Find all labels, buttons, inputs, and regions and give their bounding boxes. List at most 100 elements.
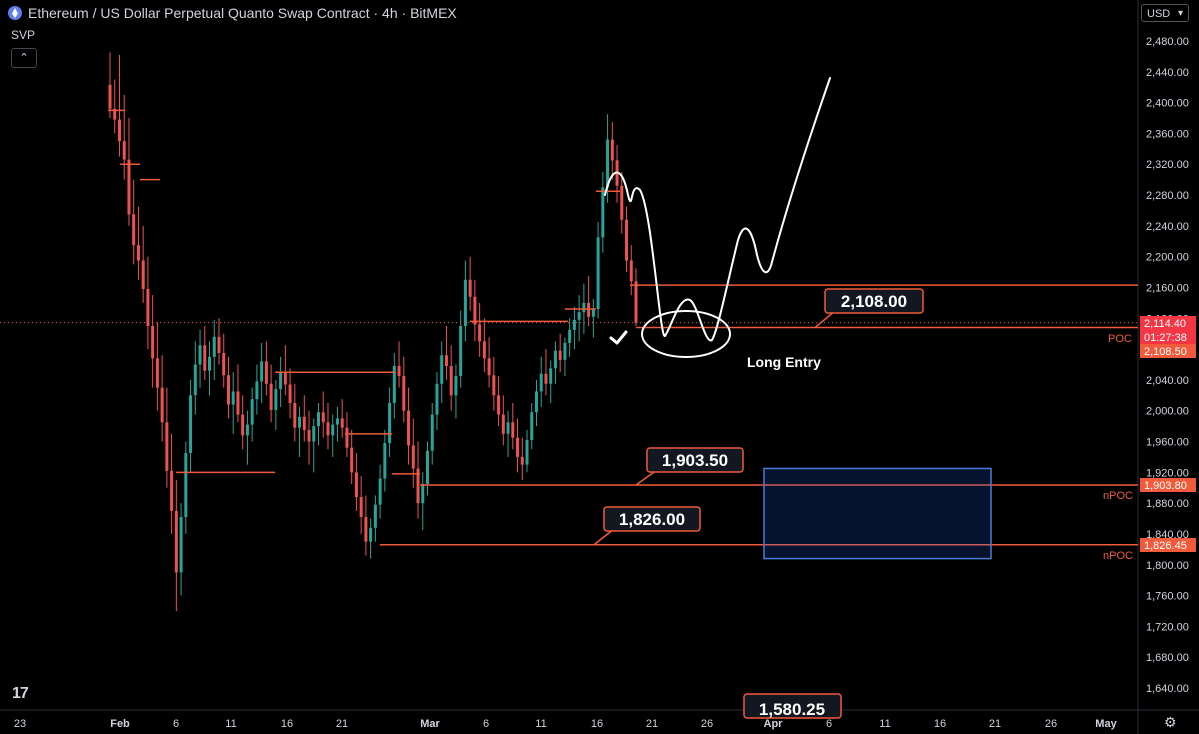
x-tick-label: 21 (336, 718, 348, 730)
candle-body (179, 517, 183, 573)
candle-body (317, 412, 321, 427)
x-tick-label: Feb (110, 718, 130, 730)
candle-body (160, 387, 164, 423)
candle-body (549, 368, 553, 384)
candle-body (151, 325, 155, 359)
candle-body (553, 350, 557, 369)
candle-body (335, 418, 339, 425)
y-tick-label: 1,760.00 (1146, 591, 1189, 603)
candle-body (459, 325, 463, 377)
candle-body (620, 185, 624, 220)
candle-body (610, 139, 614, 161)
candle-body (326, 422, 330, 436)
candle-body (544, 373, 548, 384)
candle-body (312, 426, 316, 442)
callout-1580-box[interactable] (743, 693, 842, 719)
candle-body (155, 358, 159, 388)
candle-body (331, 424, 335, 436)
candle-body (226, 375, 230, 405)
y-tick-label: 2,400.00 (1146, 98, 1189, 110)
candle-body (212, 336, 216, 357)
callout-1580-text: 1,580.25 (759, 700, 825, 719)
candle-body (141, 260, 145, 290)
candle-body (397, 366, 401, 377)
y-tick-label: 2,240.00 (1146, 221, 1189, 233)
y-tick-label: 1,640.00 (1146, 683, 1189, 695)
candle-body (388, 403, 392, 444)
tradingview-logo-icon: 17 (12, 685, 29, 702)
candle-body (269, 383, 273, 410)
candle-body (260, 361, 264, 382)
candle-body (307, 429, 311, 442)
candle-body (122, 141, 126, 160)
candle-body (359, 496, 363, 518)
candle-body (222, 352, 226, 376)
candle-body (354, 472, 358, 497)
chart-title-bar: Ethereum / US Dollar Perpetual Quanto Sw… (8, 5, 457, 21)
candle-body (435, 383, 439, 415)
gear-icon[interactable]: ⚙ (1164, 714, 1177, 730)
candle-body (373, 504, 377, 528)
x-tick-label: Apr (764, 718, 784, 730)
callout-1826-box[interactable] (603, 506, 701, 532)
candle-body (302, 416, 306, 430)
candle-body (136, 245, 140, 261)
candle-body (117, 119, 121, 142)
y-tick-label: 1,800.00 (1146, 560, 1189, 572)
y-tick-label: 2,160.00 (1146, 282, 1189, 294)
candle-body (364, 517, 368, 542)
candle-body (591, 309, 595, 317)
npoc-lower-price-label: 1,826.45 (1144, 540, 1187, 552)
y-tick-label: 1,720.00 (1146, 621, 1189, 633)
projected-path-drawing (604, 77, 831, 342)
chart-title: Ethereum / US Dollar Perpetual Quanto Sw… (28, 5, 457, 21)
currency-selector[interactable]: USD (1141, 4, 1189, 23)
svp-indicator-label[interactable]: SVP (11, 28, 36, 42)
candle-body (506, 422, 510, 434)
y-tick-label: 2,440.00 (1146, 67, 1189, 79)
x-tick-label: May (1095, 718, 1117, 730)
candle-body (231, 391, 235, 405)
candle-body (520, 456, 524, 465)
y-tick-label: 1,960.00 (1146, 437, 1189, 449)
candle-body (478, 324, 482, 342)
y-tick-label: 2,480.00 (1146, 36, 1189, 48)
callout-1826-text: 1,826.00 (619, 510, 685, 529)
candle-body (482, 341, 486, 359)
callout-1903-box[interactable] (646, 447, 744, 473)
candle-body (425, 450, 429, 484)
y-tick-label: 2,360.00 (1146, 128, 1189, 140)
npoc-lower-line-label: nPOC (1103, 550, 1133, 562)
candle-body (203, 345, 207, 371)
callout-2108-box[interactable] (824, 288, 924, 314)
poc-price-label: 2,108.50 (1144, 346, 1187, 358)
npoc-lower-price-label-bg (1140, 538, 1196, 552)
candle-body (274, 389, 278, 410)
ethereum-icon (8, 6, 22, 20)
candle-body (279, 372, 283, 390)
y-tick-label: 2,320.00 (1146, 159, 1189, 171)
candle-body (217, 336, 221, 353)
candle-body (629, 260, 633, 282)
x-tick-label: 16 (591, 718, 603, 730)
candle-body (430, 414, 434, 451)
candle-body (525, 439, 529, 465)
candle-body (497, 395, 501, 415)
candle-body (189, 395, 193, 454)
entry-zone-box[interactable] (763, 467, 992, 560)
candle-body (492, 375, 496, 396)
current-price-label-bg (1140, 316, 1196, 330)
countdown-label-bg (1140, 330, 1196, 344)
candle-body (582, 302, 586, 313)
entry-circle-drawing (641, 310, 731, 358)
candle-body (407, 410, 411, 446)
x-tick-label: 11 (879, 718, 890, 730)
candle-body (146, 289, 150, 326)
candle-body (236, 391, 240, 415)
collapse-indicators-button[interactable]: ⌃ (11, 48, 37, 68)
y-tick-label: 2,000.00 (1146, 406, 1189, 418)
candle-body (454, 376, 458, 396)
candle-body (563, 342, 567, 360)
y-tick-label: 1,880.00 (1146, 498, 1189, 510)
